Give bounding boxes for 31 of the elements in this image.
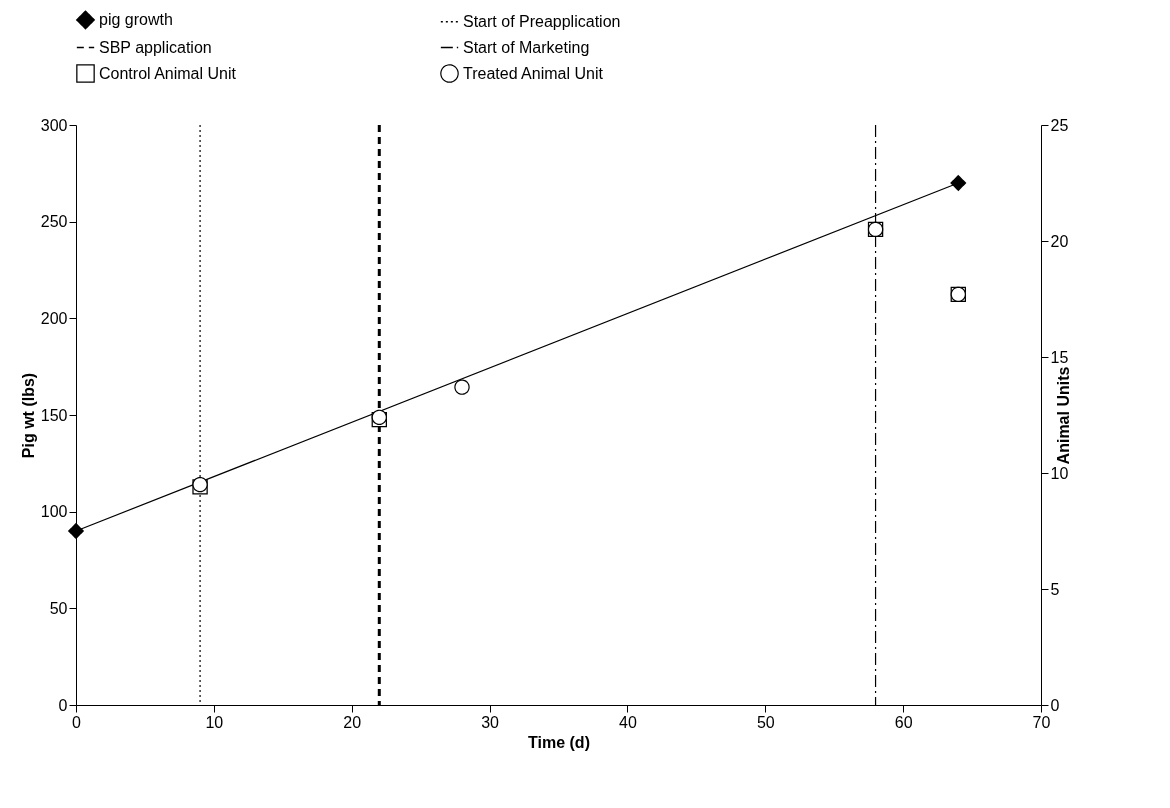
y2-tick-label: 15: [1050, 348, 1069, 366]
x-tick-label: 50: [756, 713, 775, 731]
x-tick-label: 20: [343, 713, 362, 731]
legend-label: Control Animal Unit: [99, 64, 237, 82]
y2-tick-label: 10: [1050, 464, 1069, 482]
point: [454, 379, 470, 395]
x-tick-label: 70: [1032, 713, 1051, 731]
x-tick-label: 0: [72, 713, 82, 731]
x-tick-label: 10: [205, 713, 224, 731]
legend-label: Treated Animal Unit: [463, 64, 604, 82]
y-tick-label: 150: [40, 406, 68, 424]
x-tick-label: 40: [619, 713, 637, 731]
x-tick-label: 30: [481, 713, 500, 731]
y2-tick-label: 0: [1050, 696, 1060, 714]
y2-tick-label: 20: [1050, 232, 1069, 250]
y-tick-label: 100: [40, 503, 68, 521]
y-tick-label: 300: [40, 116, 68, 134]
x-axis-title: Time (d): [528, 733, 590, 751]
y2-tick-label: 25: [1050, 116, 1069, 134]
x-tick-label: 60: [894, 713, 913, 731]
y2-axis-title: Animal Units: [1055, 366, 1073, 465]
legend-label: Start of Marketing: [463, 38, 590, 56]
y-tick-label: 0: [58, 696, 68, 714]
y-tick-label: 250: [40, 213, 68, 231]
y2-tick-label: 5: [1050, 580, 1060, 598]
y-axis-title: Pig wt (lbs): [19, 372, 37, 459]
y-tick-label: 50: [49, 599, 68, 617]
legend-label: SBP application: [99, 38, 212, 56]
legend-label: pig growth: [99, 10, 173, 28]
legend-label: Start of Preapplication: [463, 12, 621, 30]
y-tick-label: 200: [40, 309, 68, 327]
